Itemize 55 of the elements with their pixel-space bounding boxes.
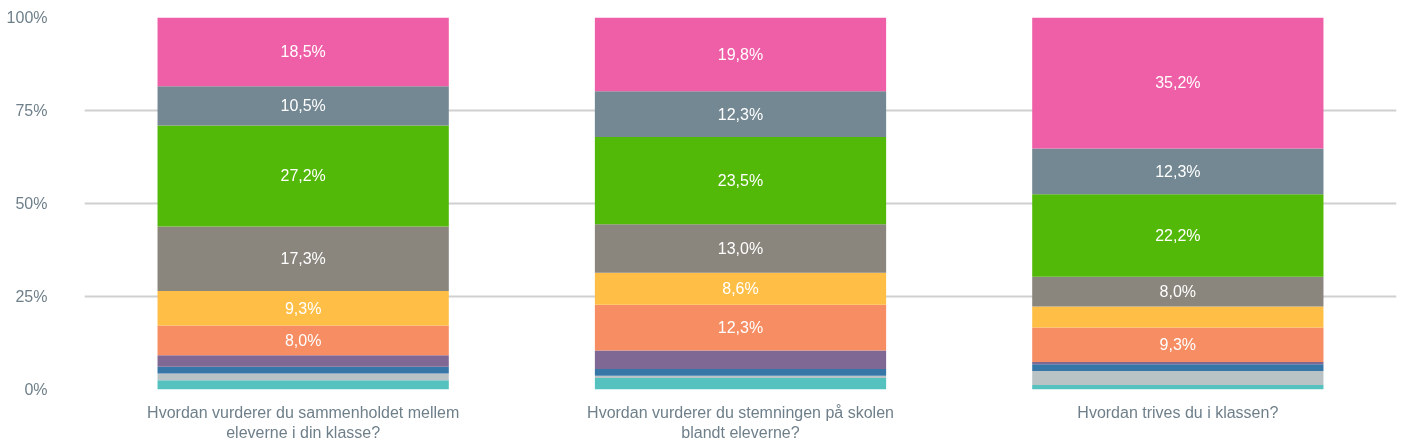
bar bbox=[1032, 370, 1324, 386]
data-label: 8,0% bbox=[284, 331, 322, 349]
bar bbox=[157, 290, 449, 326]
y-tick-label: 75% bbox=[15, 102, 48, 119]
data-label: 18,5% bbox=[280, 43, 326, 61]
data-label: 8,6% bbox=[722, 280, 759, 298]
data-label: 27,2% bbox=[280, 167, 326, 185]
bar bbox=[594, 304, 887, 351]
bar bbox=[1032, 194, 1324, 277]
bar bbox=[594, 17, 887, 92]
bar bbox=[157, 366, 449, 374]
data-label: 13,0% bbox=[717, 240, 764, 258]
bar bbox=[157, 125, 449, 227]
bar bbox=[157, 373, 449, 381]
data-label: 8,0% bbox=[1159, 283, 1197, 301]
data-label: 12,3% bbox=[1155, 162, 1201, 180]
bar bbox=[594, 91, 887, 137]
data-label: 22,2% bbox=[1155, 226, 1201, 244]
bar bbox=[1032, 148, 1324, 195]
data-label: 10,5% bbox=[280, 97, 326, 115]
bar bbox=[594, 272, 887, 305]
data-label: 19,8% bbox=[717, 45, 764, 63]
data-label: 12,3% bbox=[717, 319, 764, 337]
data-label: 9,3% bbox=[284, 299, 322, 317]
bar bbox=[1032, 306, 1324, 328]
x-tick-label: Hvordan vurderer du sammenholdet mellem eleverne i din klasse? bbox=[147, 403, 460, 441]
x-tick-label: Hvordan trives du i klassen? bbox=[1077, 403, 1279, 421]
data-label: 17,3% bbox=[280, 250, 326, 268]
data-label: 12,3% bbox=[717, 105, 764, 123]
bar bbox=[1032, 327, 1324, 362]
x-tick-label: Hvordan vurderer du stemningen på skolen blandt eleverne? bbox=[587, 403, 894, 441]
y-tick-label: 25% bbox=[15, 288, 48, 305]
bar bbox=[1032, 17, 1324, 149]
bar bbox=[157, 380, 449, 390]
data-label: 9,3% bbox=[1159, 336, 1197, 354]
bar bbox=[594, 350, 887, 370]
bar bbox=[594, 136, 887, 225]
bar bbox=[1032, 276, 1324, 307]
bar bbox=[1032, 385, 1324, 390]
y-tick-label: 100% bbox=[6, 9, 48, 26]
data-label: 35,2% bbox=[1155, 74, 1201, 92]
y-tick-label: 0% bbox=[24, 381, 48, 398]
bar bbox=[157, 17, 449, 87]
bar bbox=[157, 325, 449, 356]
bar bbox=[594, 369, 887, 376]
bar bbox=[1032, 361, 1324, 365]
bar bbox=[1032, 364, 1324, 371]
bar bbox=[594, 224, 887, 273]
data-label: 23,5% bbox=[717, 172, 764, 190]
bar bbox=[157, 86, 449, 126]
bar bbox=[157, 226, 449, 291]
bar bbox=[157, 355, 449, 367]
y-tick-label: 50% bbox=[15, 195, 48, 212]
bar bbox=[594, 375, 887, 378]
bar bbox=[594, 377, 887, 390]
